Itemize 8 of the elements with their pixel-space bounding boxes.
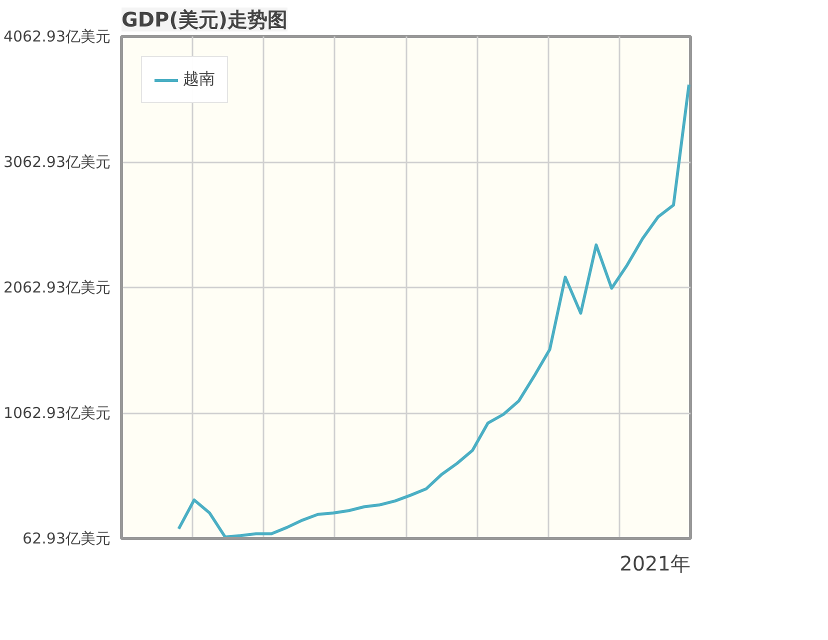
chart-title: GDP(美元)走势图 [122, 8, 288, 32]
y-tick-label: 2062.93亿美元 [3, 278, 110, 296]
y-tick-label: 3062.93亿美元 [3, 153, 110, 171]
y-tick-label: 4062.93亿美元 [3, 28, 110, 46]
y-tick-label: 1062.93亿美元 [3, 404, 110, 422]
y-tick-label: 62.93亿美元 [22, 530, 111, 548]
x-axis-title: 2021年 [620, 552, 691, 576]
legend-label: 越南 [183, 69, 215, 90]
